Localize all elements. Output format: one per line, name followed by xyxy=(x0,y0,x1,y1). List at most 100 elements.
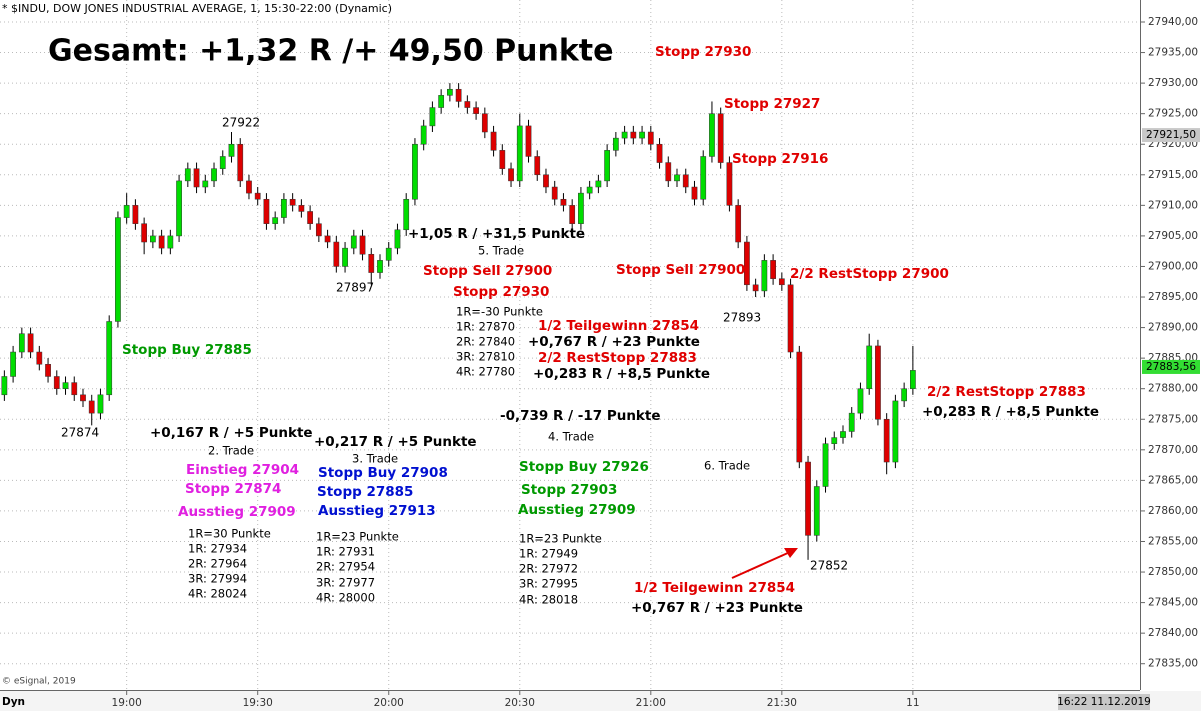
annotation: 1R: 27934 xyxy=(188,542,247,556)
candle-body xyxy=(254,192,261,200)
candle-body xyxy=(883,419,890,463)
annotation: Stopp 27930 xyxy=(453,284,549,300)
candle-body xyxy=(132,205,139,224)
annotation: +0,767 R / +23 Punkte xyxy=(631,600,803,616)
x-tick-label: 21:00 xyxy=(636,697,666,709)
candle-body xyxy=(377,260,383,273)
candle-body xyxy=(857,388,864,414)
annotation: 1R=30 Punkte xyxy=(188,527,271,541)
candle-body xyxy=(770,260,776,279)
annotation: +0,167 R / +5 Punkte xyxy=(150,425,313,441)
y-tick-label: 27845,00 xyxy=(1148,597,1198,609)
candle-body xyxy=(700,156,707,200)
annotation: 2R: 27972 xyxy=(519,562,578,576)
x-tick-label: 19:30 xyxy=(243,697,273,709)
annotation: 2. Trade xyxy=(208,444,254,458)
candle-body xyxy=(298,205,305,212)
candle-body xyxy=(18,333,25,353)
annotations: Gesamt: +1,32 R /+ 49,50 Punkte Stopp 27… xyxy=(48,34,1099,617)
y-tick-label: 27870,00 xyxy=(1148,444,1198,456)
y-tick-label: 27890,00 xyxy=(1148,322,1198,334)
arrow xyxy=(731,551,791,579)
x-tick-label: 20:30 xyxy=(505,697,535,709)
candle-body xyxy=(499,150,506,169)
annotation: 1R: 27931 xyxy=(316,545,375,559)
candle-body xyxy=(560,198,567,206)
price-marker xyxy=(1142,359,1200,374)
annotation: Stopp 27874 xyxy=(185,481,281,497)
annotation: 3R: 27995 xyxy=(519,577,578,591)
candle-body xyxy=(630,131,637,139)
annotation: 2R: 27954 xyxy=(316,560,375,574)
x-tick-label: 21:30 xyxy=(767,697,797,709)
candle-body xyxy=(455,88,462,102)
candle-body xyxy=(621,131,628,139)
candle-body xyxy=(359,235,366,255)
annotation: 1/2 Teilgewinn 27854 xyxy=(634,580,795,596)
arrow-head xyxy=(784,548,798,558)
candle-body xyxy=(71,382,78,396)
annotation: Stopp Buy 27908 xyxy=(318,465,448,481)
annotation: 2R: 27840 xyxy=(456,335,515,349)
candle-body xyxy=(866,345,873,389)
annotation: Ausstieg 27909 xyxy=(518,502,636,518)
candle-body xyxy=(508,168,514,182)
annotation: 5. Trade xyxy=(478,244,524,258)
annotation: 4R: 28018 xyxy=(519,593,578,607)
annotation: 1R=-30 Punkte xyxy=(456,305,543,319)
candle-body xyxy=(237,143,244,182)
candle-body xyxy=(752,284,759,292)
annotation: 3R: 27977 xyxy=(316,576,375,590)
annotation: 2R: 27964 xyxy=(188,557,247,571)
candle-body xyxy=(822,443,829,487)
candle-body xyxy=(647,131,654,145)
y-tick-label: 27850,00 xyxy=(1148,566,1198,578)
annotation: Stopp Buy 27926 xyxy=(519,459,649,475)
annotation: 2/2 RestStopp 27900 xyxy=(790,266,949,282)
y-tick-label: 27925,00 xyxy=(1148,108,1198,120)
candle-body xyxy=(639,131,645,139)
annotation: Stopp 27927 xyxy=(724,96,820,112)
y-tick-label: 27940,00 xyxy=(1148,16,1198,28)
candle-body xyxy=(324,235,331,243)
candle-body xyxy=(167,235,174,249)
price-marker-label: 27883,56 xyxy=(1146,361,1196,373)
annotation: 1R=23 Punkte xyxy=(519,532,602,546)
annotation: 4R: 28000 xyxy=(316,591,375,605)
candle-body xyxy=(115,217,121,322)
y-tick-label: 27835,00 xyxy=(1148,658,1198,670)
candle-body xyxy=(158,235,165,249)
candle-body xyxy=(97,394,104,414)
annotation: Ausstieg 27913 xyxy=(318,503,436,519)
candle-body xyxy=(289,198,296,206)
candle-body xyxy=(202,180,209,188)
annotation: -0,739 R / -17 Punkte xyxy=(500,408,661,424)
candle-body xyxy=(586,186,593,194)
candle-body xyxy=(805,461,811,536)
annotation: 2/2 RestStopp 27883 xyxy=(538,350,697,366)
candle-body xyxy=(272,217,279,224)
candle-body xyxy=(726,162,733,206)
candle-body xyxy=(525,125,532,157)
annotation: +0,283 R / +8,5 Punkte xyxy=(533,366,710,382)
candle-body xyxy=(761,260,768,292)
annotation: Stopp 27930 xyxy=(655,44,751,60)
annotation: Stopp Sell 27900 xyxy=(423,263,552,279)
y-tick-label: 27910,00 xyxy=(1148,199,1198,211)
price-marker-label: 27921,50 xyxy=(1146,129,1196,141)
candle-body xyxy=(412,143,418,200)
annotation: 27897 xyxy=(336,281,374,295)
candle-body xyxy=(1,376,8,396)
candle-body xyxy=(150,235,156,243)
annotation: 3. Trade xyxy=(352,452,398,466)
candle-body xyxy=(709,113,715,157)
candle-body xyxy=(429,107,436,127)
annotation: 3R: 27994 xyxy=(188,572,247,586)
candle-body xyxy=(307,211,313,224)
x-tick-label: 20:00 xyxy=(374,697,404,709)
annotation: 4R: 27780 xyxy=(456,365,515,379)
candle-body xyxy=(176,180,182,237)
credit: © eSignal, 2019 xyxy=(2,677,76,687)
annotation: 27852 xyxy=(810,559,848,573)
